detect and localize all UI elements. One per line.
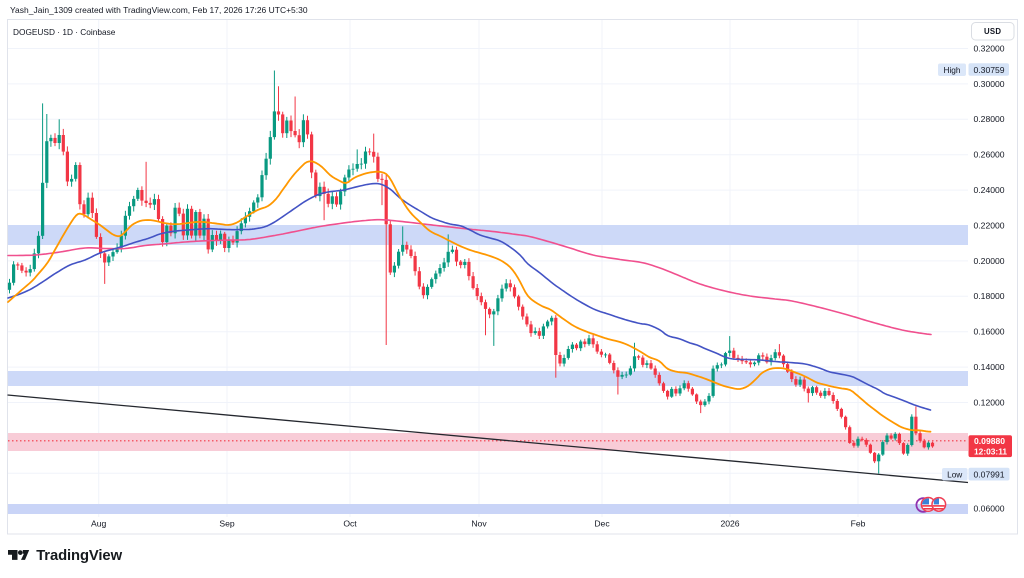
svg-text:12:03:11: 12:03:11 — [974, 446, 1007, 456]
svg-text:0.20000: 0.20000 — [974, 256, 1005, 266]
svg-text:0.18000: 0.18000 — [974, 291, 1005, 301]
svg-text:0.32000: 0.32000 — [974, 43, 1005, 53]
svg-text:2026: 2026 — [720, 519, 739, 529]
svg-text:Low: Low — [947, 469, 963, 479]
svg-text:0.14000: 0.14000 — [974, 362, 1005, 372]
svg-text:0.16000: 0.16000 — [974, 327, 1005, 337]
svg-text:0.24000: 0.24000 — [974, 185, 1005, 195]
svg-text:Sep: Sep — [219, 519, 235, 529]
svg-text:Aug: Aug — [91, 519, 107, 529]
svg-text:Oct: Oct — [343, 519, 357, 529]
svg-text:0.26000: 0.26000 — [974, 150, 1005, 160]
svg-text:0.28000: 0.28000 — [974, 114, 1005, 124]
svg-text:0.30000: 0.30000 — [974, 79, 1005, 89]
svg-text:Feb: Feb — [851, 519, 866, 529]
svg-text:0.22000: 0.22000 — [974, 220, 1005, 230]
svg-text:0.12000: 0.12000 — [974, 397, 1005, 407]
svg-text:USD: USD — [984, 27, 1001, 36]
svg-text:0.30759: 0.30759 — [974, 65, 1005, 75]
svg-text:0.09880: 0.09880 — [974, 436, 1005, 446]
svg-text:High: High — [943, 65, 960, 75]
svg-text:0.07991: 0.07991 — [974, 469, 1005, 479]
svg-text:Nov: Nov — [471, 519, 487, 529]
svg-text:0.06000: 0.06000 — [974, 504, 1005, 514]
svg-text:Dec: Dec — [594, 519, 610, 529]
